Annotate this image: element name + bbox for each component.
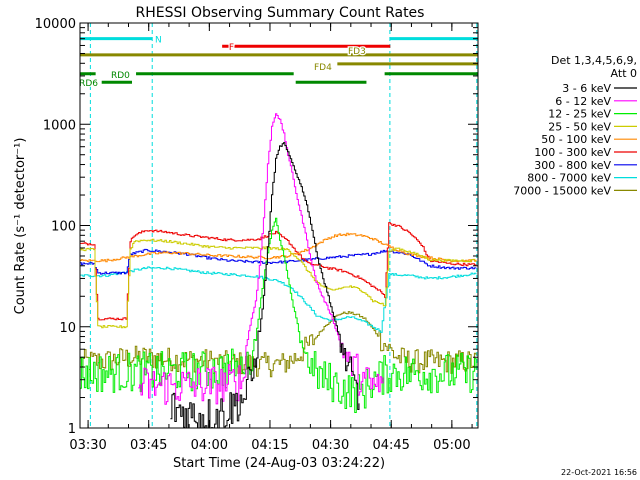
series-line-50-100-kev (80, 232, 477, 263)
legend-label: 12 - 25 keV (548, 108, 611, 121)
legend-label: 7000 - 15000 keV (513, 184, 611, 197)
y-tick-label: 10 (59, 321, 76, 336)
legend-label: 25 - 50 keV (548, 120, 611, 133)
legend-header: Att 0 (611, 67, 637, 80)
state-bar-label-fd3: FD3 (348, 47, 366, 57)
state-bar-label-f: F (229, 43, 234, 53)
timestamp: 22-Oct-2021 16:56 (561, 468, 637, 477)
legend-label: 3 - 6 keV (562, 82, 611, 95)
y-tick-label: 1000 (43, 118, 76, 133)
state-bar-label-fd4: FD4 (314, 63, 332, 73)
series-line-3-6-kev (170, 142, 360, 428)
series-line-100-300-kev (80, 222, 477, 321)
x-tick-label: 03:30 (69, 438, 106, 453)
legend-header: Det 1,3,4,5,6,9, (551, 54, 637, 67)
y-tick-label: 10000 (35, 17, 76, 32)
chart-title: RHESSI Observing Summary Count Rates (136, 5, 425, 21)
legend-label: 100 - 300 keV (534, 146, 611, 159)
series-line-12-25-kev (80, 217, 477, 413)
legend-label: 6 - 12 keV (555, 95, 611, 108)
x-tick-label: 04:30 (312, 438, 349, 453)
series-line-7000-15000-kev (80, 311, 477, 378)
data-layer: N F FD3 FD4 RD0 RD6 (78, 23, 478, 428)
y-axis-label: Count Rate (s⁻¹ detector⁻¹) (13, 138, 28, 315)
state-bar-label-n: N (155, 36, 162, 46)
legend-label: 50 - 100 keV (541, 133, 611, 146)
series-line-6-12-kev (138, 113, 384, 405)
legend-label: 800 - 7000 keV (527, 172, 611, 185)
state-bar-label-rd0: RD0 (111, 71, 130, 81)
x-tick-label: 04:00 (191, 438, 228, 453)
state-bar-label-rd6: RD6 (79, 79, 98, 89)
x-tick-label: 05:00 (433, 438, 470, 453)
x-tick-label: 04:45 (372, 438, 409, 453)
series-line-25-50-kev (80, 238, 476, 329)
series-line-800-7000-kev (80, 266, 477, 333)
y-tick-label: 100 (51, 220, 76, 235)
plot-area (80, 23, 478, 428)
y-tick-label: 1 (68, 422, 76, 437)
x-axis-label: Start Time (24-Aug-03 03:24:22) (173, 456, 385, 471)
axis-layer: 03:30 03:45 04:00 04:15 04:30 04:45 05:00 1 10 10… (35, 17, 478, 453)
x-tick-label: 04:15 (251, 438, 288, 453)
x-tick-label: 03:45 (130, 438, 167, 453)
legend-label: 300 - 800 keV (534, 159, 611, 172)
